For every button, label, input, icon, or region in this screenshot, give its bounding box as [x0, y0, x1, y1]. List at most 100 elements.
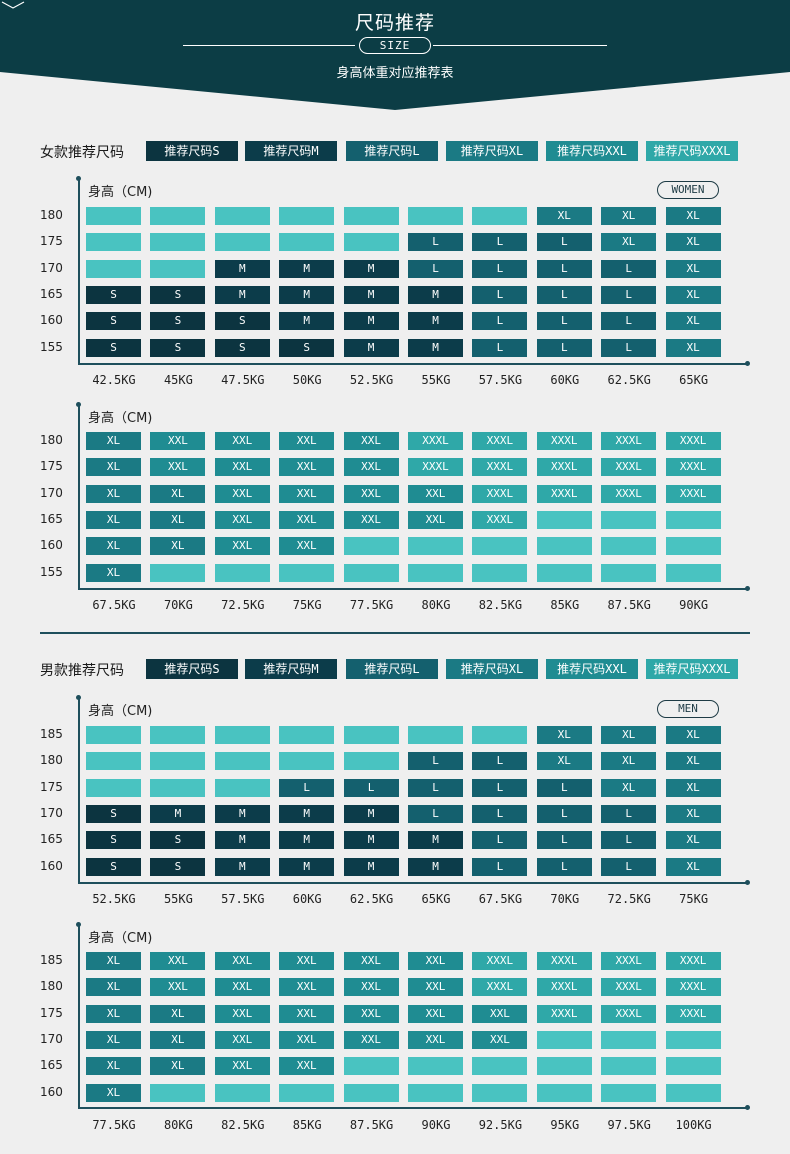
women-chart-2-weight-label: 90KG — [679, 598, 709, 612]
size-pill: SIZE — [359, 37, 431, 54]
size-cell: XL — [86, 484, 141, 503]
men-chart-2-weight-label: 90KG — [421, 1118, 451, 1132]
size-cell — [214, 778, 270, 797]
size-cell — [279, 563, 335, 582]
size-cell: XL — [86, 537, 141, 556]
size-cell — [601, 537, 657, 556]
size-cell: L — [601, 338, 657, 357]
size-cell: XXXL — [536, 1004, 592, 1023]
size-cell: XXL — [214, 510, 270, 529]
size-cell: M — [279, 804, 335, 823]
size-cell — [150, 233, 206, 252]
size-cell: L — [472, 233, 528, 252]
size-cell: L — [472, 778, 528, 797]
size-cell: M — [343, 338, 399, 357]
women-legend-s: 推荐尺码S — [146, 141, 238, 161]
men-chart-2-y-label: 身高（CM) — [88, 931, 153, 946]
women-chart-1-height-label: 155 — [40, 339, 63, 354]
size-cell: XXXL — [601, 1004, 657, 1023]
size-cell: L — [472, 312, 528, 331]
size-cell: XXL — [343, 432, 399, 450]
size-cell — [150, 726, 206, 744]
size-cell — [408, 1057, 463, 1076]
size-cell: L — [279, 778, 335, 797]
size-cell: L — [408, 778, 463, 797]
men-chart-2-weight-label: 77.5KG — [92, 1118, 136, 1132]
size-cell — [665, 1030, 721, 1049]
size-cell: XXXL — [601, 458, 657, 477]
section-divider — [40, 632, 750, 634]
size-cell: XXL — [214, 1057, 270, 1076]
women-chart-2-y-axis — [78, 404, 80, 588]
size-cell — [601, 1030, 657, 1049]
size-cell — [472, 563, 528, 582]
size-cell: L — [408, 259, 463, 278]
women-legend-m: 推荐尺码M — [245, 141, 337, 161]
size-cell: M — [214, 804, 270, 823]
size-cell: XXXL — [665, 458, 721, 477]
women-chart-2-weight-label: 85KG — [550, 598, 580, 612]
size-cell: L — [472, 338, 528, 357]
women-chart-1-weight-label: 45KG — [163, 373, 193, 387]
title-rule-left — [183, 45, 355, 46]
size-cell: XL — [86, 952, 141, 970]
size-cell: XXXL — [472, 458, 528, 477]
men-chart-1-height-label: 160 — [40, 858, 63, 873]
women-chart-1-weight-label: 62.5KG — [607, 373, 651, 387]
men-chart-1-height-label: 170 — [40, 805, 63, 820]
size-cell: M — [279, 312, 335, 331]
size-cell: XXL — [150, 978, 206, 997]
size-cell: XL — [536, 752, 592, 771]
men-chart-1-x-axis — [78, 882, 746, 884]
size-cell: XL — [86, 1083, 141, 1102]
size-cell: XXXL — [472, 510, 528, 529]
size-cell: XXL — [408, 978, 463, 997]
size-cell: XL — [86, 1004, 141, 1023]
size-cell — [536, 510, 592, 529]
men-chart-2-height-label: 175 — [40, 1005, 63, 1020]
women-chart-1-height-label: 170 — [40, 260, 63, 275]
women-chart-1-weight-label: 57.5KG — [478, 373, 523, 387]
size-cell: XXL — [279, 458, 335, 477]
size-cell: XXL — [343, 1030, 399, 1049]
size-cell: L — [408, 233, 463, 252]
size-cell: XXXL — [665, 484, 721, 503]
header-banner: 尺码推荐 SIZE 身高体重对应推荐表 — [0, 0, 790, 110]
size-cell — [150, 1083, 206, 1102]
size-cell: M — [343, 804, 399, 823]
size-cell: M — [343, 831, 399, 850]
women-chart-2-weight-label: 87.5KG — [607, 598, 651, 612]
size-cell: XXXL — [408, 458, 463, 477]
size-cell: XXL — [408, 510, 463, 529]
size-cell — [665, 537, 721, 556]
size-cell: M — [408, 312, 463, 331]
size-cell: XXXL — [472, 952, 528, 970]
size-cell: L — [601, 285, 657, 304]
size-cell: XXL — [408, 484, 463, 503]
size-cell: XL — [665, 778, 721, 797]
men-chart-2-height-label: 170 — [40, 1031, 63, 1046]
women-chart-2-height-label: 165 — [40, 511, 63, 526]
women-chart-2-height-label: 175 — [40, 459, 63, 474]
women-chart-1-weight-label: 47.5KG — [221, 373, 265, 387]
men-chart-1-weight-label: 62.5KG — [349, 892, 394, 906]
women-chart-2-axis-dot-right — [745, 586, 750, 591]
size-cell: L — [408, 752, 463, 771]
size-cell — [665, 1083, 721, 1102]
size-cell — [86, 207, 141, 225]
size-cell: XL — [665, 259, 721, 278]
size-cell: XL — [665, 726, 721, 744]
size-cell — [150, 259, 206, 278]
men-chart-1-height-label: 185 — [40, 727, 63, 741]
men-legend-xxxl: 推荐尺码XXXL — [646, 659, 738, 679]
size-cell: S — [150, 857, 206, 876]
size-cell: XXXL — [665, 1004, 721, 1023]
size-cell — [214, 726, 270, 744]
size-cell: XL — [601, 233, 657, 252]
women-chart-2-weight-label: 70KG — [163, 598, 193, 612]
size-cell: L — [601, 259, 657, 278]
size-cell: L — [472, 804, 528, 823]
size-cell: XL — [601, 726, 657, 744]
men-chart-1-y-axis — [78, 697, 80, 882]
size-cell — [472, 726, 528, 744]
